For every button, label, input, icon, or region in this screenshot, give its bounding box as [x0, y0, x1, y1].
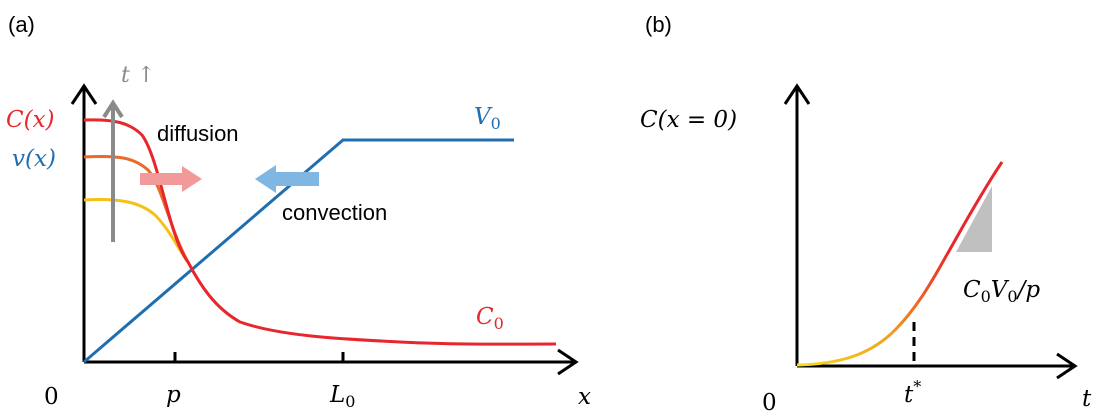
panel-a-y-arrowhead [70, 83, 98, 105]
time-arrow-head [102, 99, 124, 119]
panel-b-x-label: t [1082, 386, 1092, 412]
central-concentration-curve [796, 161, 1004, 367]
l0-label: L0 [329, 382, 355, 411]
panel-a: (a) t ↑ C(x) v(x) diffusion conv [6, 12, 591, 411]
panel-b: (b) C(x = 0) C0V0/p 0 t* t [640, 12, 1092, 416]
diffusion-arrow-icon [140, 166, 202, 192]
diffusion-label: diffusion [157, 121, 239, 146]
tstar-label: t* [904, 377, 921, 408]
time-arrow [102, 99, 124, 242]
panel-a-x-arrowhead [557, 348, 579, 376]
panel-b-y-arrowhead [783, 83, 811, 105]
slope-triangle-icon [956, 186, 992, 252]
concentration-curve-mid [83, 154, 190, 263]
panel-a-axes [70, 83, 579, 376]
slope-label: C0V0/p [963, 277, 1040, 306]
convection-label: convection [282, 200, 387, 225]
panel-a-label: (a) [8, 12, 35, 37]
concentration-axis-label: C(x) [6, 107, 55, 133]
velocity-profile-line [83, 138, 514, 364]
c0-label: C0 [476, 304, 504, 333]
convection-arrow-icon [255, 165, 319, 193]
v0-label: V0 [474, 104, 501, 133]
panel-b-label: (b) [645, 12, 672, 37]
panel-b-axes [783, 83, 1078, 380]
velocity-axis-label: v(x) [12, 146, 56, 172]
panel-b-y-axis-label: C(x = 0) [640, 107, 737, 133]
panel-b-x-arrowhead [1056, 352, 1078, 380]
time-label: t ↑ [121, 63, 155, 88]
concentration-curve-latest [83, 118, 557, 346]
p-label: p [166, 382, 181, 408]
panel-b-origin-label: 0 [762, 390, 777, 416]
panel-a-x-label: x [578, 384, 591, 410]
panel-a-origin-label: 0 [44, 384, 59, 410]
